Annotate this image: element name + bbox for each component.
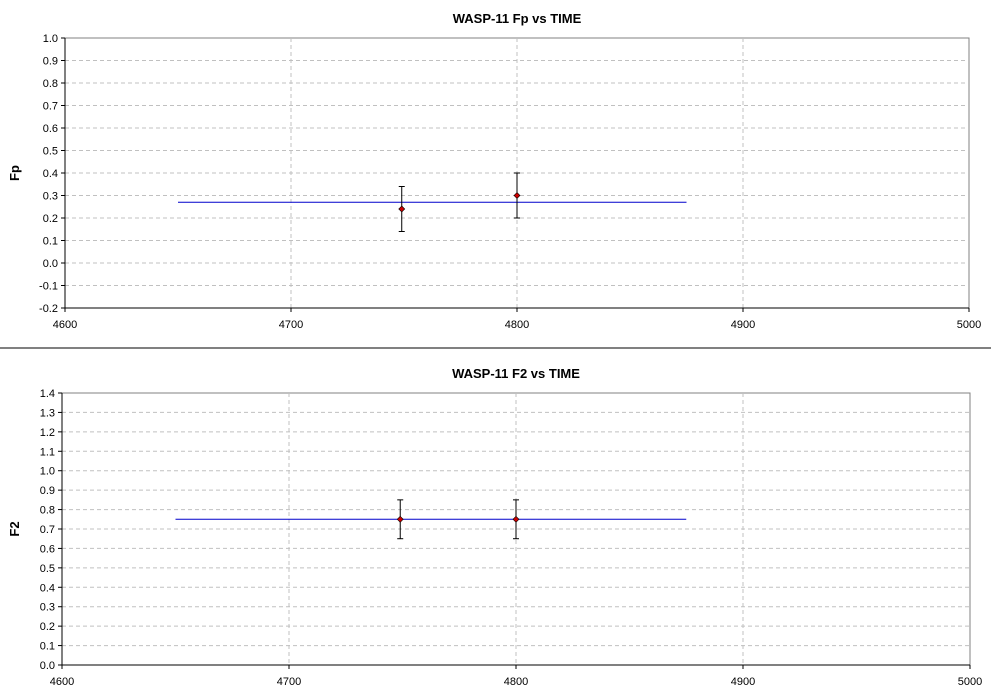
x-tick-label: 4600 — [53, 319, 77, 331]
y-tick-label: 0.0 — [40, 660, 55, 672]
y-axis-label: F2 — [7, 521, 22, 536]
y-tick-label: 0.7 — [43, 101, 58, 113]
y-tick-label: 0.2 — [40, 621, 55, 633]
y-tick-label: 0.8 — [40, 505, 55, 517]
x-tick-label: 4700 — [279, 319, 303, 331]
x-tick-label: 4800 — [504, 676, 528, 688]
y-tick-label: 0.5 — [43, 146, 58, 158]
y-tick-label: 0.7 — [40, 524, 55, 536]
y-tick-label: 0.6 — [40, 543, 55, 555]
y-tick-label: 0.0 — [43, 258, 58, 270]
x-tick-label: 5000 — [958, 676, 982, 688]
y-tick-label: 0.8 — [43, 78, 58, 90]
x-tick-label: 4700 — [277, 676, 301, 688]
y-tick-label: 0.6 — [43, 123, 58, 135]
x-tick-label: 4800 — [505, 319, 529, 331]
y-tick-label: 0.1 — [43, 236, 58, 248]
data-point — [396, 515, 404, 523]
chart-title: WASP-11 F2 vs TIME — [452, 366, 580, 381]
x-tick-label: 5000 — [957, 319, 981, 331]
y-tick-label: 1.2 — [40, 427, 55, 439]
y-tick-label: 1.4 — [40, 388, 55, 400]
y-tick-label: 1.0 — [43, 33, 58, 45]
data-point — [398, 205, 406, 213]
y-tick-label: 0.1 — [40, 641, 55, 653]
y-tick-label: 0.4 — [40, 582, 55, 594]
data-point — [513, 192, 521, 199]
y-tick-label: -0.2 — [39, 303, 58, 315]
x-tick-label: 4600 — [50, 676, 74, 688]
y-tick-label: 0.4 — [43, 168, 58, 180]
y-tick-label: 0.2 — [43, 213, 58, 225]
y-tick-label: 0.5 — [40, 563, 55, 575]
chart-f2-vs-time: WASP-11 F2 vs TIME F2 0.0 0.1 0.2 0.3 0.4 0.5… — [7, 366, 982, 688]
data-point — [512, 515, 520, 523]
y-tick-label: 1.1 — [40, 446, 55, 458]
y-tick-label: 1.3 — [40, 407, 55, 419]
chart-title: WASP-11 Fp vs TIME — [453, 11, 582, 26]
x-tick-label: 4900 — [731, 676, 755, 688]
y-tick-label: 0.3 — [43, 191, 58, 203]
y-tick-label: -0.1 — [39, 281, 58, 293]
chart-fp-vs-time: WASP-11 Fp vs TIME Fp -0.2 -0.1 0.0 0.1 0.2 0… — [7, 11, 981, 331]
y-tick-label: 1.0 — [40, 466, 55, 478]
y-tick-label: 0.9 — [43, 56, 58, 68]
x-tick-label: 4900 — [731, 319, 755, 331]
y-tick-label: 0.9 — [40, 485, 55, 497]
y-axis-label: Fp — [7, 165, 22, 181]
y-tick-label: 0.3 — [40, 602, 55, 614]
